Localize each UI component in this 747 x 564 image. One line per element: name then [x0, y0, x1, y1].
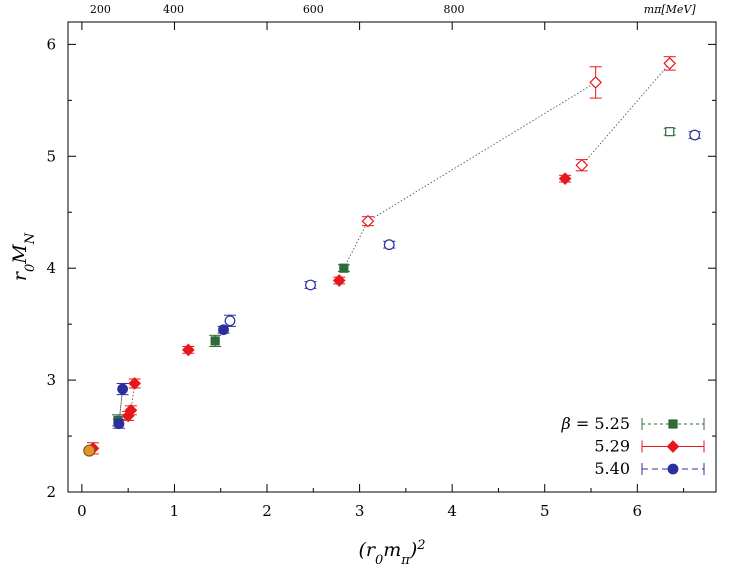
data-point [663, 56, 677, 71]
legend: β = 5.25 5.29 5.40 [561, 414, 705, 478]
x-tick-label: 5 [540, 502, 550, 520]
point-marker [210, 336, 220, 346]
top-tick-label: 200 [90, 3, 111, 16]
point-marker [224, 315, 236, 327]
top-tick-label: 400 [163, 3, 184, 16]
point-marker [181, 343, 195, 357]
point-marker [117, 383, 129, 395]
data-point [558, 172, 572, 186]
data-point [575, 158, 589, 172]
data-point [361, 214, 375, 228]
legend-label: β = 5.25 [561, 414, 630, 433]
y-tick-label: 6 [46, 35, 56, 53]
point-marker [589, 76, 603, 89]
data-point [124, 403, 138, 417]
point-marker [305, 279, 316, 291]
y-axis-label: r0MN [9, 232, 38, 281]
point-marker [383, 239, 395, 251]
data-point [383, 239, 396, 251]
dotted-link [343, 220, 369, 269]
point-marker [339, 263, 349, 273]
top-axis-unit-label: mπ[MeV] [644, 3, 697, 16]
data-point [116, 382, 129, 396]
point-marker [218, 324, 229, 336]
point-marker [113, 418, 125, 430]
top-tick-label: 800 [444, 3, 465, 16]
dotted-link [367, 82, 596, 222]
point-marker [689, 129, 701, 141]
points-layer [83, 56, 701, 457]
data-point [688, 129, 701, 141]
y-tick-label: 5 [46, 147, 56, 165]
x-tick-label: 3 [355, 502, 365, 520]
point-marker [124, 403, 138, 417]
data-point [128, 377, 141, 390]
point-marker [558, 172, 572, 186]
legend-marker [666, 440, 680, 453]
point-marker [332, 274, 346, 287]
top-tick-label: 600 [303, 3, 324, 16]
x-tick-label: 1 [170, 502, 180, 520]
data-point [663, 127, 676, 137]
data-point [224, 314, 236, 327]
x-tick-label: 2 [262, 502, 272, 520]
point-marker [663, 57, 677, 70]
data-point [337, 263, 350, 273]
point-marker [128, 377, 141, 390]
physical-point-marker [83, 444, 96, 457]
y-tick-label: 3 [46, 371, 56, 389]
plot-frame [67, 21, 717, 493]
legend-marker [668, 419, 678, 429]
data-point [589, 66, 603, 99]
point-marker [575, 158, 589, 172]
legend-label: 5.40 [594, 459, 630, 478]
data-point [181, 343, 195, 357]
x-tick-label: 0 [77, 502, 87, 520]
x-axis-label: (r0mπ)2 [358, 538, 425, 564]
x-tick-label: 6 [633, 502, 643, 520]
y-tick-label: 2 [46, 483, 56, 501]
data-point [304, 279, 317, 291]
point-marker [361, 214, 375, 228]
dotted-link [581, 63, 671, 166]
legend-marker [667, 463, 679, 475]
data-point [112, 418, 125, 430]
data-point [209, 334, 222, 348]
legend-label: 5.29 [594, 437, 630, 456]
x-tick-label: 4 [447, 502, 457, 520]
y-tick-label: 4 [46, 259, 56, 277]
point-marker [665, 127, 675, 137]
data-point [332, 274, 346, 287]
ticks-layer: 0 1 2 3 4 5 6 2 3 4 5 6 200 400 600 800 mπ[MeV] [46, 3, 716, 520]
